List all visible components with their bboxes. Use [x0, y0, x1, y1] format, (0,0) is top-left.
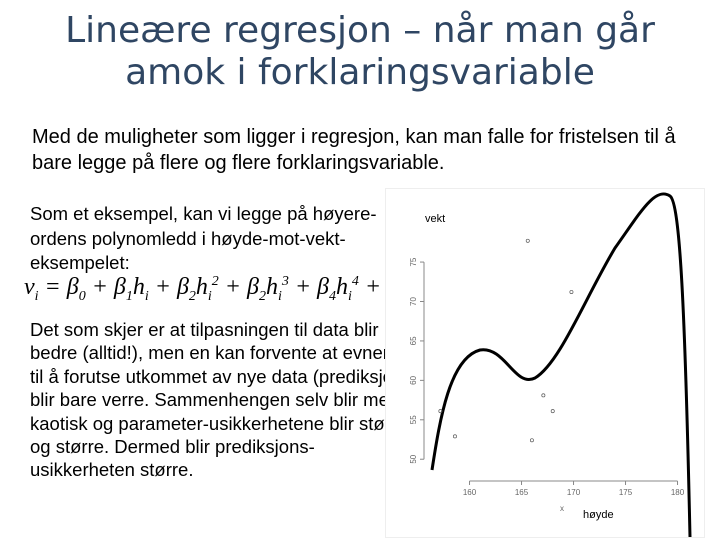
formula-part: 3	[281, 274, 289, 289]
formula-part: h	[336, 274, 348, 300]
formula-part: h	[195, 274, 208, 300]
title: Lineære regresjon – når man går amok i f…	[65, 10, 655, 93]
y-tick-label: 55	[409, 415, 418, 424]
y-tick-label: 70	[409, 297, 418, 306]
x-marker: x	[560, 504, 564, 513]
x-label: høyde	[583, 509, 614, 521]
point	[529, 438, 534, 443]
formula-part: = β	[38, 274, 79, 300]
formula-part: i	[348, 288, 352, 304]
formula-part: 1	[125, 288, 133, 304]
fit-curve	[430, 192, 692, 538]
x-tick-label: 175	[619, 488, 633, 497]
formula-part: i	[207, 288, 212, 304]
paragraph: Det som skjer er at tilpasningen til dat…	[30, 319, 410, 481]
formula-part: 4	[329, 288, 336, 304]
formula: vi = β0 + β1hi + β2hi2 + β2hi3 + β4hi4 +…	[24, 274, 400, 305]
formula-part: v	[24, 274, 35, 300]
formula-part: 2	[188, 288, 196, 304]
intro: Med de muligheter som ligger i regresjon…	[32, 126, 676, 174]
formula-part: i	[34, 288, 39, 304]
y-tick-label: 60	[409, 375, 418, 384]
formula-part: + β	[288, 274, 329, 300]
x-tick-label: 160	[463, 488, 477, 497]
y-label: vekt	[425, 213, 445, 225]
point	[550, 409, 555, 414]
formula-part: + β	[85, 274, 126, 300]
point	[453, 434, 457, 439]
formula-part: i	[144, 288, 149, 304]
point	[525, 238, 530, 243]
paragraph: Som et eksempel, kan vi legge på høyere-…	[30, 203, 377, 273]
formula-part: 2	[258, 288, 266, 304]
formula-part: 0	[78, 288, 86, 304]
formula-part: h	[132, 274, 145, 300]
x-tick-label: 180	[671, 488, 685, 497]
x-tick-label: 165	[515, 488, 529, 497]
formula-part: 4	[351, 274, 359, 289]
point	[438, 409, 443, 414]
formula-part: h	[265, 274, 278, 300]
y-tick-label: 50	[409, 454, 418, 463]
y-tick-label: 75	[409, 257, 418, 266]
formula-part: + β	[218, 274, 259, 300]
figure: vekt høyde x 160 165 170 175 180 50 55 60 65 70 75	[385, 188, 705, 538]
y-tick-label: 65	[409, 336, 418, 345]
formula-part: + β	[148, 274, 189, 300]
x-tick-label: 170	[567, 488, 581, 497]
point	[569, 290, 574, 294]
formula-part: i	[277, 288, 282, 304]
formula-part: 2	[211, 274, 219, 289]
point	[541, 393, 546, 398]
figure-frame	[385, 188, 705, 538]
